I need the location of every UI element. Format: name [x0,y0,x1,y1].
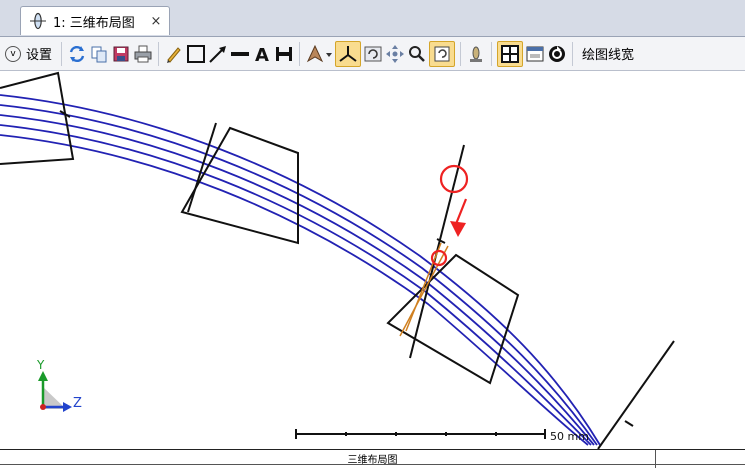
axis-button[interactable] [335,40,362,67]
scale-bar [295,429,546,439]
close-icon[interactable]: × [150,13,162,29]
layout-canvas[interactable]: 50 mm Y Z [0,71,745,450]
zoom-icon [409,45,425,62]
dimension-icon [276,46,293,61]
toolbar-divider [158,41,160,66]
ray-bundle [0,94,601,446]
marker-line [399,245,449,337]
marker-line [405,242,442,332]
footer-border [0,449,745,450]
rotate-button[interactable] [363,41,383,67]
tab-3d-layout[interactable]: 1: 三维布局图 × [20,6,170,35]
element-line-2 [187,122,217,213]
refresh-button[interactable] [67,41,87,67]
save-icon [113,46,129,61]
z-axis-arrowhead [63,402,72,412]
toolbar-divider [460,41,462,66]
lens-element-3 [386,253,520,385]
fit-icon [501,44,520,63]
ray [0,94,601,446]
text-icon: A [255,45,269,64]
pencil-icon [167,46,181,63]
footer-divider [0,464,745,465]
fit-button[interactable] [497,40,524,67]
svg-text:A: A [255,45,269,64]
stop-marker [399,242,449,337]
axis-cone [43,387,66,409]
reset-view-button[interactable] [429,40,456,67]
chevron-down-icon: v [5,45,21,62]
copy-icon [91,46,107,62]
print-button[interactable] [133,41,153,67]
lens-shape-icon [470,46,483,62]
pencil-button[interactable] [164,41,184,67]
reset-icon [434,46,450,61]
tab-label: 1: 三维布局图 [53,15,135,31]
copy-button[interactable] [89,41,109,67]
ray [0,104,598,446]
rectangle-icon [187,44,206,63]
line-button[interactable] [230,41,250,67]
element-line-4 [597,340,675,450]
settings-label: 设置 [26,48,53,63]
rectangle-button[interactable] [186,41,206,67]
ray [0,114,595,446]
rotate-icon [364,46,382,61]
y-axis-arrowhead [38,371,48,381]
lens-element-1 [0,71,75,165]
tick-mark [624,420,634,427]
layout-drawing: 50 mm Y Z [0,71,675,450]
footer-title-block: 三维布局图 [0,449,745,468]
tick-mark [59,110,71,118]
pan-button[interactable] [385,41,405,67]
tab-bar: 1: 三维布局图 × [0,0,745,37]
toolbar-divider [299,41,301,66]
pointer-arrowhead [450,221,466,237]
toolbar-divider [61,41,63,66]
footer-column-divider [655,450,656,468]
window-icon [526,46,544,61]
sync-button[interactable] [547,41,567,67]
toolbar-divider [572,41,574,66]
line-width-dropdown[interactable]: 绘图线宽 [582,48,635,63]
optical-elements [0,71,675,450]
footer-title: 三维布局图 [347,455,398,466]
toolbar-divider [491,41,493,66]
z-axis-label: Z [73,396,82,411]
view-orientation-button[interactable] [305,41,333,67]
text-button[interactable]: A [252,41,272,67]
toolbar: v 设置 A 绘图线宽 [0,37,745,71]
save-button[interactable] [111,41,131,67]
pointer-arrow-shaft [454,198,468,225]
axis-triad: Y Z [36,358,82,412]
refresh-icon [69,45,85,62]
dimension-button[interactable] [274,41,294,67]
sync-icon [549,45,566,62]
lens-icon [30,12,46,30]
tick-mark [436,238,446,244]
zoom-button[interactable] [407,41,427,67]
line-icon [231,51,250,56]
axis-icon [339,45,357,62]
print-icon [134,45,152,62]
pan-icon [386,44,405,63]
settings-button[interactable]: v 设置 [1,41,56,67]
y-axis-label: Y [36,358,45,372]
arrow-button[interactable] [208,41,228,67]
highlight-circle-large [439,164,469,194]
arrow-line-icon [209,45,227,63]
window-button[interactable] [525,41,545,67]
highlight-circle-small [430,249,448,267]
scale-label: 50 mm [550,430,589,443]
ray [0,134,589,446]
ray [0,124,592,446]
annotations [430,164,469,267]
axis-origin [40,404,46,410]
lens-shape-button[interactable] [466,41,486,67]
lens-element-2 [180,126,299,245]
view-orientation-icon [306,44,333,62]
